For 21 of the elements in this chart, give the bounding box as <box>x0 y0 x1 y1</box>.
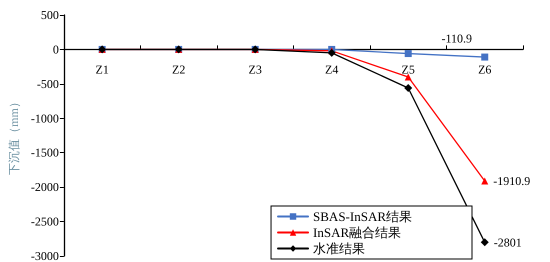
data-label: -1910.9 <box>493 174 530 188</box>
legend-label: SBAS-InSAR结果 <box>313 209 412 224</box>
y-tick-label: 0 <box>52 42 59 56</box>
y-tick-label: -500 <box>36 76 59 91</box>
data-label: -110.9 <box>441 32 472 46</box>
x-tick-label: Z1 <box>95 62 109 76</box>
y-tick-label: -3000 <box>30 249 59 262</box>
y-tick-label: -2000 <box>30 180 59 194</box>
legend-label: 水准结果 <box>313 241 366 256</box>
x-tick-label: Z4 <box>325 62 338 76</box>
y-tick-label: 500 <box>40 8 59 22</box>
y-tick-label: -2500 <box>30 214 59 229</box>
y-tick-label: -1000 <box>30 111 59 126</box>
data-label: -2801 <box>494 235 522 250</box>
y-axis-title: 下沉值（mm） <box>7 96 21 175</box>
x-tick-label: Z2 <box>172 62 186 76</box>
x-tick-label: Z3 <box>248 62 262 76</box>
legend-label: InSAR融合结果 <box>313 225 402 240</box>
y-tick-label: -1500 <box>30 146 59 160</box>
x-tick-label: Z5 <box>402 62 415 76</box>
x-tick-label: Z6 <box>478 62 492 76</box>
